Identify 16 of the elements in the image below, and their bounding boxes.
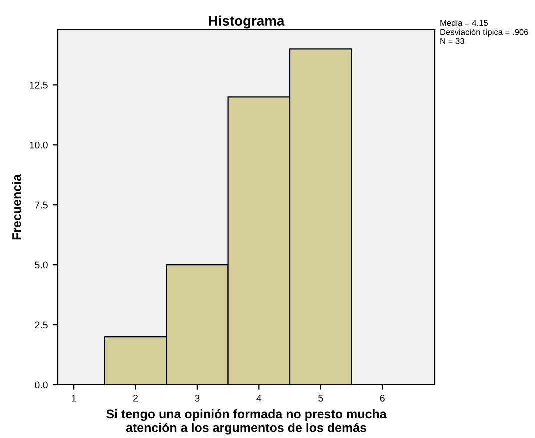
- x-tick-label: 1: [72, 395, 76, 402]
- y-tick-label: 5.0: [35, 262, 48, 269]
- x-axis-title: Si tengo una opinión formada no presto mucha atención a los argumentos de los demás: [106, 409, 387, 435]
- x-tick-label: 5: [318, 395, 324, 402]
- chart-title: Histograma: [209, 16, 285, 29]
- x-tick-label: 6: [380, 394, 385, 402]
- y-tick-label: 7.5: [35, 202, 48, 209]
- y-tick-label: 2.5: [35, 322, 48, 329]
- x-tick-label: 4: [256, 395, 262, 402]
- y-tick-label: 0.0: [35, 382, 48, 389]
- y-axis-title: Frecuencia: [12, 174, 22, 240]
- x-tick-label: 2: [134, 394, 138, 402]
- text: Media = 4.15 Desviación típica = .906 N = 33: [440, 20, 528, 44]
- x-tick-label: 3: [195, 394, 200, 402]
- y-tick-label: 10.0: [30, 142, 48, 149]
- y-tick-label: 12.5: [30, 82, 48, 89]
